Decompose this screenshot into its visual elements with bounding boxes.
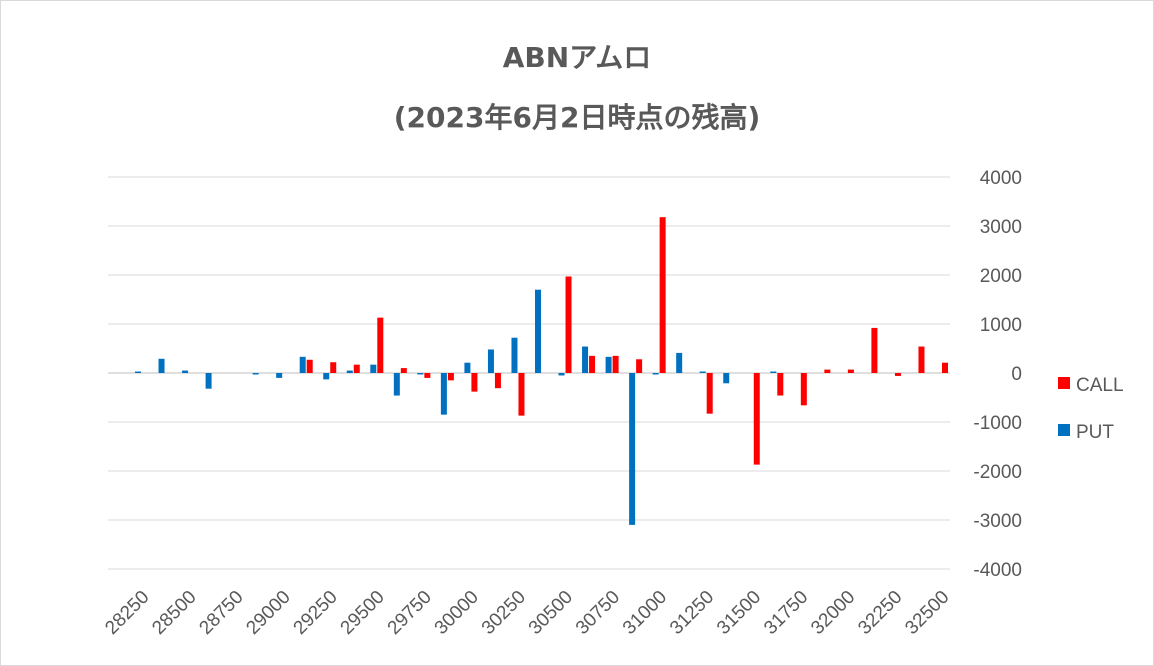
bar-call — [659, 217, 666, 373]
bar-put — [629, 373, 636, 525]
bar-call — [800, 373, 807, 406]
bar-call — [400, 368, 407, 373]
y-tick-label: -4000 — [973, 560, 1022, 581]
bar-call — [377, 317, 384, 373]
x-tick-label: 30500 — [525, 587, 577, 639]
bar-call — [847, 369, 854, 373]
bar-put — [252, 373, 259, 375]
legend-swatch-call — [1058, 377, 1070, 389]
bar-put — [417, 373, 424, 375]
y-axis-ticks: -4000 -3000 -2000 -1000 0 1000 2000 3000 4000 — [973, 168, 1022, 581]
bar-put — [346, 370, 353, 373]
y-tick-label: 4000 — [980, 168, 1022, 189]
x-tick-label: 30000 — [431, 587, 483, 639]
bar-call — [753, 373, 760, 465]
bar-put — [535, 289, 541, 373]
x-tick-label: 31750 — [760, 587, 812, 639]
x-tick-label: 28250 — [101, 587, 153, 639]
bar-call — [589, 355, 596, 373]
bar-put — [323, 373, 330, 380]
gridlines — [108, 176, 950, 570]
x-tick-label: 30250 — [478, 587, 530, 639]
bar-put — [393, 373, 400, 396]
bar-call — [612, 355, 619, 373]
bar-call — [518, 373, 525, 416]
bar-call — [353, 364, 360, 373]
bar-put — [699, 371, 706, 373]
bar-call — [824, 369, 831, 373]
legend: CALL PUT — [1058, 375, 1124, 443]
x-tick-label: 29500 — [337, 587, 389, 639]
bar-put — [558, 373, 565, 376]
x-tick-label: 29000 — [242, 587, 294, 639]
y-tick-label: 2000 — [980, 266, 1022, 287]
bar-call — [636, 359, 643, 373]
y-tick-label: -1000 — [973, 413, 1022, 434]
bar-put — [276, 373, 283, 378]
bar-put — [723, 373, 730, 384]
bar-call — [565, 276, 572, 373]
bar-put — [652, 373, 659, 375]
x-tick-label: 32000 — [807, 587, 859, 639]
bar-put — [487, 349, 494, 373]
bar-call — [777, 373, 784, 396]
bar-call — [894, 373, 901, 376]
bar-put — [299, 356, 306, 373]
y-tick-label: 0 — [1011, 364, 1022, 385]
y-tick-label: 1000 — [980, 315, 1022, 336]
bar-put — [182, 370, 189, 373]
bar-put — [464, 362, 471, 373]
legend-label-call: CALL — [1076, 375, 1124, 396]
legend-swatch-put — [1058, 424, 1070, 436]
bar-call — [471, 373, 478, 392]
bars — [135, 217, 948, 525]
chart-title: ABNアムロ — [502, 41, 652, 74]
bar-put — [440, 373, 447, 415]
y-tick-label: -3000 — [973, 511, 1022, 532]
x-tick-label: 29750 — [384, 587, 436, 639]
bar-put — [676, 352, 683, 373]
bar-put — [770, 371, 777, 373]
x-axis-ticks: 2825028500287502900029250295002975030000… — [101, 587, 953, 639]
bar-put — [370, 364, 377, 373]
bar-call — [424, 373, 431, 378]
bar-call — [871, 327, 878, 373]
y-tick-label: -2000 — [973, 462, 1022, 483]
y-tick-label: 3000 — [980, 217, 1022, 238]
bar-call — [306, 359, 313, 373]
x-tick-label: 29250 — [290, 587, 342, 639]
x-tick-label: 32500 — [901, 587, 953, 639]
x-tick-label: 32250 — [854, 587, 906, 639]
bar-call — [942, 362, 948, 373]
x-tick-label: 31250 — [666, 587, 718, 639]
bar-put — [135, 371, 141, 373]
bar-call — [330, 362, 337, 373]
bar-put — [205, 373, 212, 389]
bar-call — [447, 373, 454, 381]
bar-put — [582, 346, 589, 373]
chart-subtitle: (2023年6月2日時点の残高) — [393, 101, 761, 134]
bar-put — [605, 356, 612, 373]
bar-call — [494, 373, 501, 389]
bar-call — [706, 373, 713, 414]
bar-call — [918, 346, 925, 373]
x-tick-label: 30750 — [572, 587, 624, 639]
bar-put — [511, 337, 518, 373]
x-tick-label: 31000 — [619, 587, 671, 639]
x-tick-label: 28750 — [195, 587, 247, 639]
x-tick-label: 28500 — [148, 587, 200, 639]
x-tick-label: 31500 — [713, 587, 765, 639]
bar-put — [158, 358, 165, 373]
legend-label-put: PUT — [1076, 422, 1114, 443]
